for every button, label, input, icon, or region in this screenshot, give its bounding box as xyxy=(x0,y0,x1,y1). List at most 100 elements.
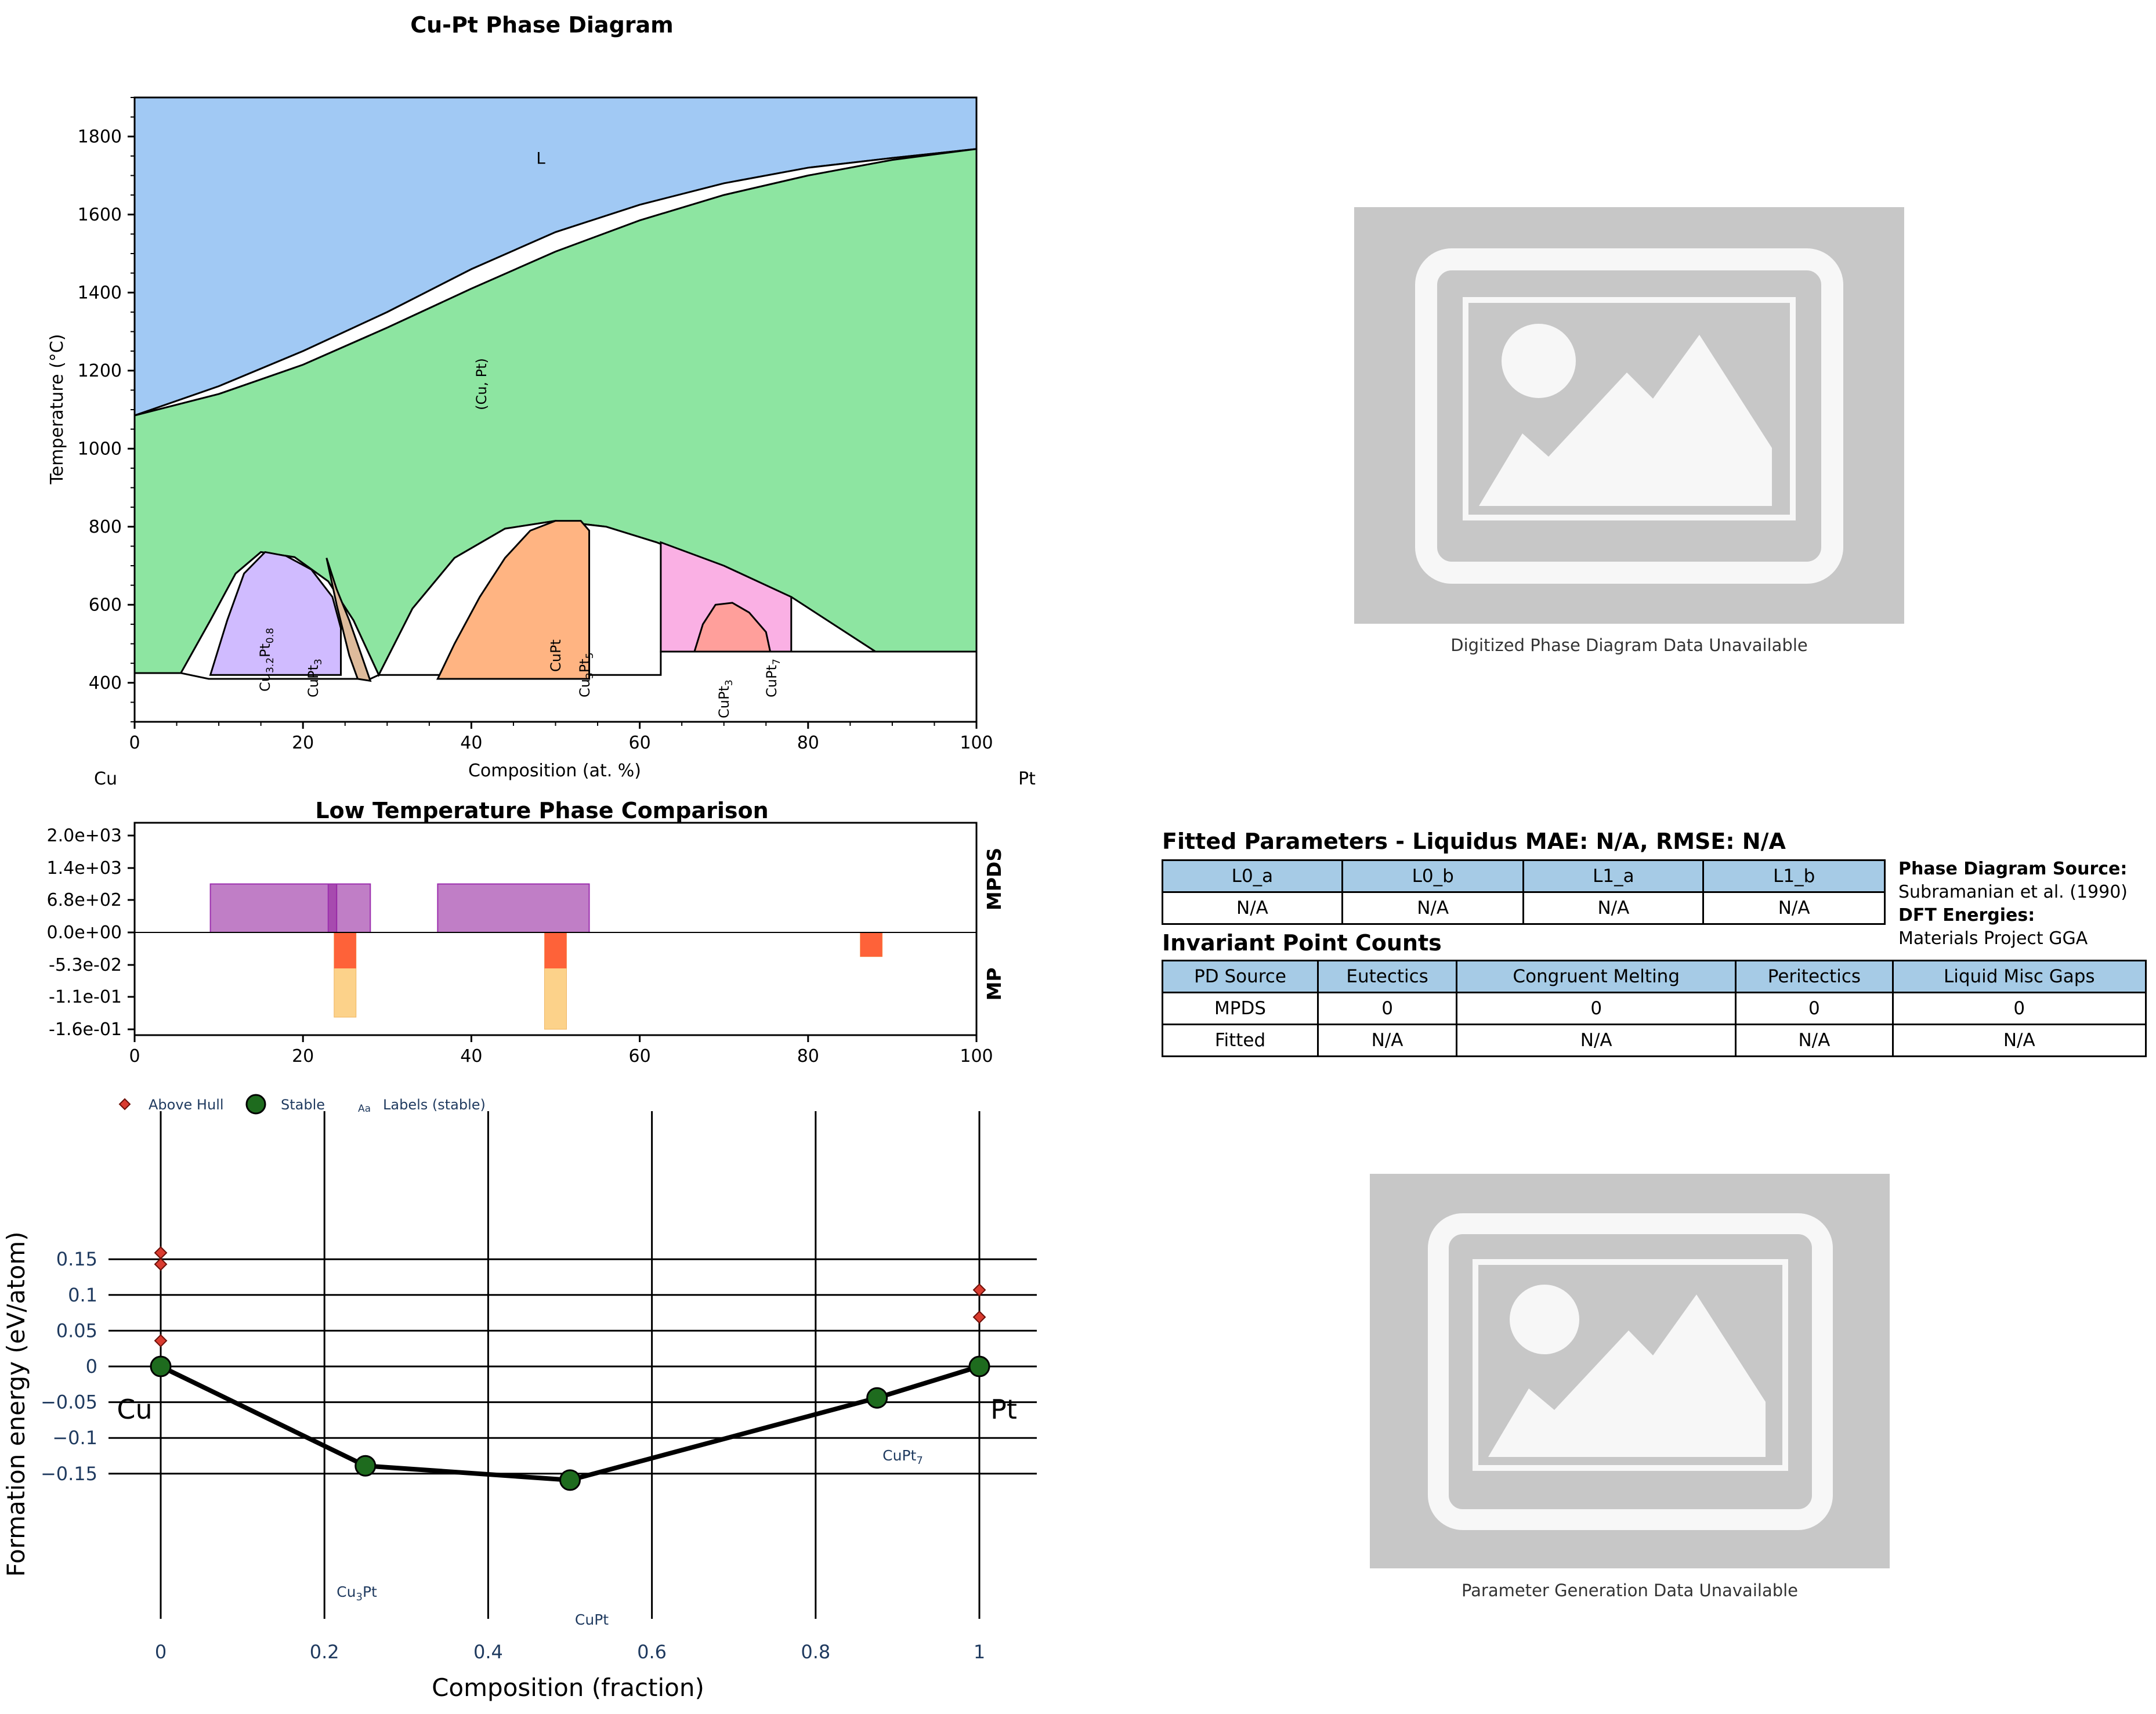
phase-diagram-xlabel: Composition (at. %) xyxy=(468,761,641,781)
y-tick-label: 0.0e+00 xyxy=(47,923,122,943)
hull-point-labels: Cu3Pt CuPt CuPt7 xyxy=(337,1447,923,1628)
y-tick-label: 1800 xyxy=(78,126,122,147)
x-tick-label: 0 xyxy=(129,733,140,753)
mp-bar-stable xyxy=(544,932,567,968)
phase-label-liquid: L xyxy=(536,149,545,168)
x-tick-label: 60 xyxy=(629,1046,651,1066)
fitted-header-cell: L1_a xyxy=(1522,859,1705,893)
y-tick-label: 400 xyxy=(89,673,122,693)
mp-bar-stable xyxy=(334,932,356,968)
comparison-label-mp: MP xyxy=(983,967,1005,1000)
phase-label-cupt7: CuPt7 xyxy=(764,659,783,697)
image-frame-icon xyxy=(1415,248,1843,584)
stable-point xyxy=(866,1387,888,1409)
phase-label-cu32pt08: Cu3.2Pt0.8 xyxy=(257,628,276,692)
pd-source-label: Phase Diagram Source: xyxy=(1898,859,2128,879)
hull-legend: Above Hull Stable Aa Labels (stable) xyxy=(118,1094,486,1115)
stable-point xyxy=(354,1455,377,1477)
phase-label-cupt3-a: CuPt3 xyxy=(305,659,324,697)
sun-icon xyxy=(1510,1285,1579,1354)
mpds-bar xyxy=(209,883,338,933)
phase-label-cu3pt5: Cu3Pt5 xyxy=(577,652,596,697)
phase-diagram-chart: Cu-Pt Phase Diagram 0 20 40 60 80 100 400 600 80… xyxy=(47,12,1036,789)
fitted-header-cell: L0_a xyxy=(1162,859,1343,893)
image-placeholder-bottom xyxy=(1370,1174,1890,1568)
comparison-axes: 2.0e+03 1.4e+03 6.8e+02 0.0e+00 -5.3e-02 -1.1… xyxy=(47,822,993,1066)
y-tick-label: 0.05 xyxy=(56,1319,97,1341)
hull-label-cu3pt: Cu3Pt xyxy=(337,1583,377,1603)
invariant-table-title: Invariant Point Counts xyxy=(1162,930,1442,956)
mpds-bar xyxy=(327,883,371,933)
invariant-header-cell: PD Source xyxy=(1161,960,1319,993)
comparison-bars xyxy=(209,883,883,1030)
stable-point xyxy=(150,1355,172,1377)
y-tick-label: 1200 xyxy=(78,361,122,381)
x-tick-label: 0.2 xyxy=(310,1641,339,1663)
mountain-icon xyxy=(1479,335,1772,506)
image-frame-icon xyxy=(1428,1213,1833,1530)
x-tick-label: 0.6 xyxy=(637,1641,667,1663)
fitted-value-cell: N/A xyxy=(1162,891,1343,925)
phase-cupt xyxy=(436,520,591,680)
invariant-cell: 0 xyxy=(1891,992,2147,1025)
y-tick-label: 1600 xyxy=(78,205,122,225)
x-tick-label: 20 xyxy=(292,1046,314,1066)
stable-point xyxy=(968,1355,990,1377)
comparison-label-mpds: MPDS xyxy=(983,848,1005,910)
hull-line xyxy=(160,1364,981,1482)
source-info: Phase Diagram Source: Subramanian et al.… xyxy=(1898,858,2128,950)
legend-stable-marker xyxy=(245,1094,266,1115)
invariant-point-table: PD Source Eutectics Congruent Melting Perit… xyxy=(1161,960,2147,1057)
sun-icon xyxy=(1502,324,1576,398)
phase-cupt3-a xyxy=(325,558,372,682)
phase-diagram-axes: 0 20 40 60 80 100 400 600 800 1000 1200 1400 1600 180… xyxy=(78,96,993,753)
x-tick-label: 20 xyxy=(292,733,314,753)
phase-regions xyxy=(133,96,978,682)
phase-diagram-title: Cu-Pt Phase Diagram xyxy=(410,12,674,38)
phase-diagram-ylabel: Temperature (°C) xyxy=(47,334,67,485)
phase-cupt3-b xyxy=(693,602,772,653)
invariant-cell: 0 xyxy=(1735,992,1894,1025)
invariant-cell: 0 xyxy=(1317,992,1458,1025)
image-placeholder-top xyxy=(1354,207,1904,624)
hull-label-cupt7: CuPt7 xyxy=(882,1447,923,1467)
hull-ylabel: Formation energy (eV/atom) xyxy=(2,1231,30,1576)
x-tick-label: 1 xyxy=(974,1641,985,1663)
y-tick-label: −0.15 xyxy=(41,1463,97,1485)
hull-xlabel: Composition (fraction) xyxy=(432,1673,704,1702)
fitted-header-cell: L1_b xyxy=(1702,859,1886,893)
top-placeholder-caption: Digitized Phase Diagram Data Unavailable xyxy=(1450,635,1808,655)
y-tick-label: 0 xyxy=(86,1355,97,1377)
invariant-header-cell: Liquid Misc Gaps xyxy=(1891,960,2147,993)
invariant-cell: 0 xyxy=(1456,992,1737,1025)
y-tick-label: 0.1 xyxy=(68,1284,97,1306)
fitted-parameters-table: L0_a L0_b L1_a L1_b N/A N/A N/A N/A xyxy=(1162,859,1886,925)
fitted-header-cell: L0_b xyxy=(1341,859,1525,893)
stable-point xyxy=(559,1469,581,1491)
y-tick-label: -1.1e-01 xyxy=(49,987,122,1007)
phase-labels: L (Cu, Pt) Cu3.2Pt0.8 CuPt3 CuPt Cu3Pt5 … xyxy=(257,149,783,718)
element-right-label: Pt xyxy=(1018,769,1036,789)
invariant-cell: N/A xyxy=(1456,1024,1737,1057)
invariant-header-cell: Peritectics xyxy=(1735,960,1894,993)
pd-source-value: Subramanian et al. (1990) xyxy=(1898,882,2128,902)
phase-label-cupt3-b: CuPt3 xyxy=(716,679,735,718)
invariant-cell: N/A xyxy=(1735,1024,1894,1057)
fitted-value-cell: N/A xyxy=(1702,891,1886,925)
legend-above-hull-label: Above Hull xyxy=(149,1097,224,1113)
element-left-label: Cu xyxy=(94,769,117,789)
above-hull-point xyxy=(972,1310,986,1324)
phase-label-solid-solution: (Cu, Pt) xyxy=(473,358,490,410)
comparison-chart: Low Temperature Phase Comparison 2.0e+03… xyxy=(47,798,1005,1066)
invariant-cell: MPDS xyxy=(1161,992,1319,1025)
invariant-header-cell: Eutectics xyxy=(1317,960,1458,993)
fitted-value-cell: N/A xyxy=(1341,891,1525,925)
invariant-cell: N/A xyxy=(1317,1024,1458,1057)
y-tick-label: 1000 xyxy=(78,439,122,459)
fitted-table-title: Fitted Parameters - Liquidus MAE: N/A, R… xyxy=(1162,829,1786,854)
y-tick-label: 600 xyxy=(89,595,122,615)
legend-stable-label: Stable xyxy=(281,1097,325,1113)
x-tick-label: 100 xyxy=(960,733,993,753)
hull-label-cupt: CuPt xyxy=(575,1611,609,1628)
dft-label: DFT Energies: xyxy=(1898,905,2035,925)
